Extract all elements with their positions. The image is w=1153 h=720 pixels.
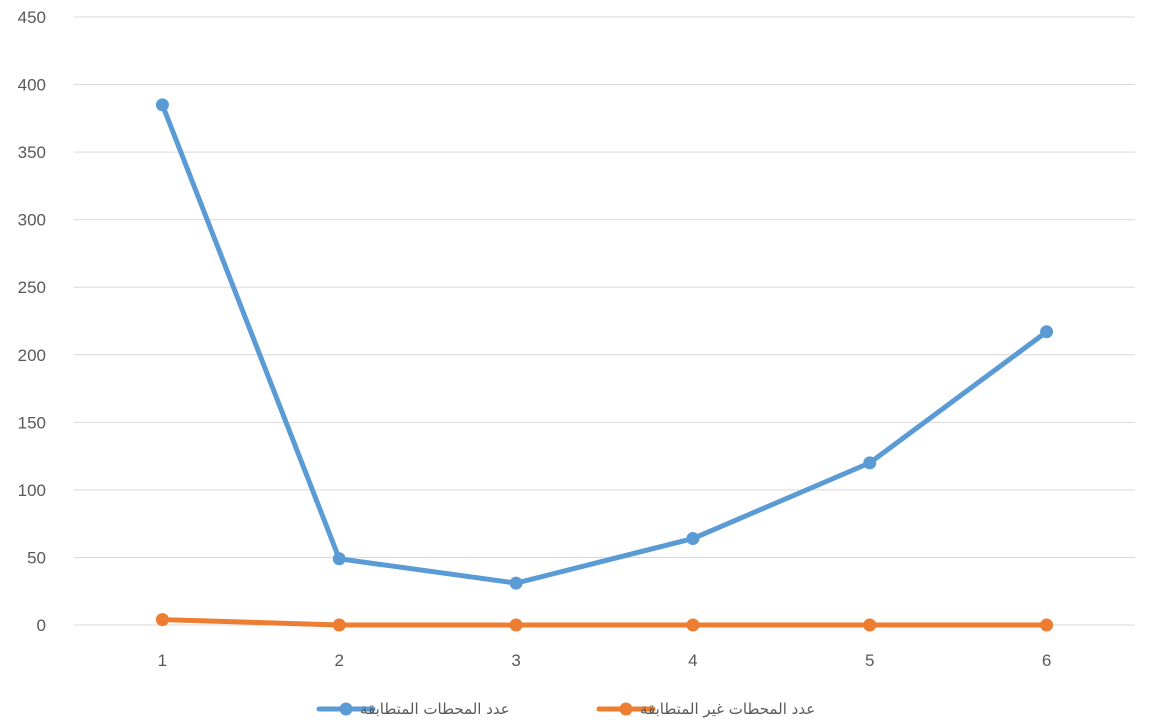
data-point (155, 613, 169, 627)
y-tick-label: 350 (18, 143, 46, 162)
data-point (332, 552, 346, 566)
y-tick-label: 250 (18, 278, 46, 297)
series-group (155, 98, 1054, 632)
gridlines (74, 16, 1135, 626)
data-point (863, 618, 877, 632)
x-tick-label: 3 (511, 651, 520, 670)
y-tick-label: 300 (18, 211, 46, 230)
data-point (332, 618, 346, 632)
x-tick-label: 5 (865, 651, 874, 670)
series-2 (155, 613, 1054, 632)
x-tick-label: 1 (158, 651, 167, 670)
y-tick-label: 50 (27, 548, 46, 567)
legend: عدد المحطات المتطابقة عدد المحطات غير الم… (316, 700, 815, 718)
x-tick-label: 2 (335, 651, 344, 670)
y-tick-label: 400 (18, 76, 46, 95)
legend-item-1: عدد المحطات المتطابقة (316, 700, 510, 718)
legend-label: عدد المحطات غير المتطابقة (640, 700, 815, 718)
series-line (159, 102, 1050, 586)
series-line (159, 617, 1050, 628)
x-axis-ticks: 1 2 3 4 5 6 (158, 651, 1052, 670)
legend-marker (619, 702, 633, 716)
y-tick-label: 100 (18, 481, 46, 500)
data-point (155, 98, 169, 112)
x-tick-label: 6 (1042, 651, 1051, 670)
data-point (863, 456, 877, 470)
legend-marker (339, 702, 353, 716)
data-point (1040, 618, 1054, 632)
y-tick-label: 450 (18, 8, 46, 27)
y-tick-label: 200 (18, 346, 46, 365)
legend-label: عدد المحطات المتطابقة (360, 700, 510, 718)
data-point (509, 576, 523, 590)
data-point (686, 532, 700, 546)
legend-item-2: عدد المحطات غير المتطابقة (596, 700, 815, 718)
data-point (686, 618, 700, 632)
y-tick-label: 150 (18, 413, 46, 432)
data-point (1040, 325, 1054, 339)
x-tick-label: 4 (688, 651, 697, 670)
y-axis-ticks: 0 50 100 150 200 250 300 350 400 450 (18, 8, 46, 635)
y-tick-label: 0 (37, 616, 46, 635)
series-1 (155, 98, 1054, 590)
data-point (509, 618, 523, 632)
